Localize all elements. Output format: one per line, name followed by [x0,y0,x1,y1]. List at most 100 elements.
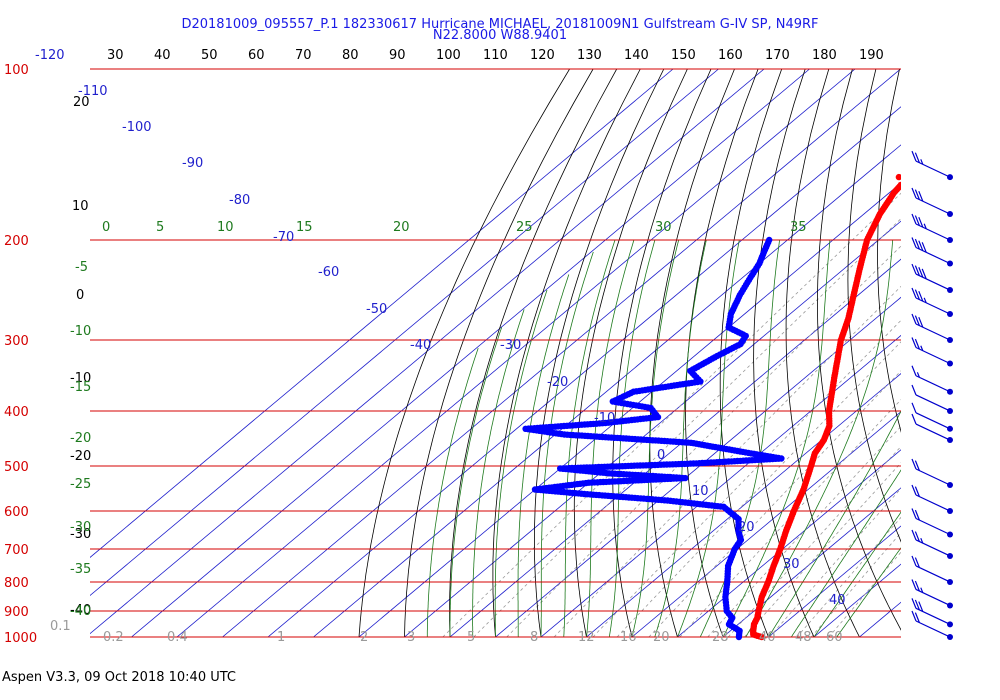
isotherm-line [176,69,856,638]
isotherm-line [813,563,901,638]
isotherm-label: -10 [594,411,615,426]
moist-adiabat-label: -40 [70,604,91,619]
isotherm-label: -50 [366,302,387,317]
wind-barb [911,610,953,640]
isotherm-label: -80 [229,193,250,208]
dry-adiabat-line [785,69,860,638]
dry-adiabat-line [934,69,1000,637]
wind-barb [911,484,953,514]
dry-adiabat-line [612,69,712,638]
top-axis-tick-label: 80 [342,48,359,63]
dry-adiabat-line [449,69,618,638]
moist-adiabat-line [517,274,570,638]
mixing-ratio-label: 16 [620,630,637,645]
pressure-tick-label: 1000 [4,631,37,646]
pressure-tick-label: 700 [4,543,29,558]
moist-adiabat-line [449,327,503,637]
dry-adiabat-line [719,69,783,638]
isotherm-line [631,411,901,638]
moist-adiabat-label: 5 [156,220,164,235]
wind-barb [911,508,953,538]
mixing-ratio-label: 40 [759,630,776,645]
moist-adiabat-label: -10 [70,324,91,339]
top-axis-tick-label: 70 [295,48,312,63]
mixing-ratio-line [744,462,901,638]
dry-adiabat-line [358,69,570,638]
isotherm-line [586,373,901,638]
isotherm-line [449,258,901,638]
mixing-ratio-line [506,245,901,638]
mixing-ratio-label: 60 [826,630,843,645]
top-axis-tick-label: 170 [765,48,790,63]
dry-adiabat-line [988,69,1000,637]
mixing-ratio-label: 20 [653,630,670,645]
isotherm-label: -30 [500,338,521,353]
temperature-point [897,181,901,189]
mixing-ratio-label: 0.4 [167,630,188,645]
top-axis-tick-label: 140 [624,48,649,63]
isotherm-line [222,69,901,638]
pressure-tick-label: 200 [4,234,29,249]
mixing-ratio-label: 2 [360,630,368,645]
mixing-ratio-line [616,341,901,638]
isotherm-label: 40 [829,593,846,608]
isotherm-line [90,69,765,635]
isotherm-line [768,525,901,638]
dry-adiabat-label: 20 [73,95,90,110]
isotherm-line [90,69,674,558]
dry-adiabat-line [847,69,901,543]
dry-adiabat-line [685,69,759,638]
dry-adiabat-line [404,69,594,638]
top-axis-tick-label: 50 [201,48,218,63]
isotherm-label: -20 [547,375,568,390]
mixing-ratio-label: 1 [277,630,285,645]
mixing-ratio-line [727,445,901,638]
mixing-ratio-line [473,218,901,638]
isotherm-line [90,69,719,597]
wind-barb [911,579,953,609]
dry-adiabat-label: 10 [72,199,89,214]
wind-barb [911,402,953,432]
isotherm-label: -110 [78,84,108,99]
dry-adiabat-line [534,69,665,638]
isotherm-label: 0 [657,448,665,463]
mixing-ratio-label: 3 [407,630,415,645]
top-axis-tick-label: 110 [483,48,508,63]
moist-adiabat-label: -15 [70,380,91,395]
moist-adiabat-line [426,347,479,637]
mixing-ratio-line [679,399,901,638]
dry-adiabat-label: -40 [70,603,91,618]
top-axis-tick-label: 190 [859,48,884,63]
dry-adiabat-label: -30 [70,527,91,542]
dry-adiabat-label: -20 [70,449,91,464]
top-axis-tick-label: -120 [35,48,65,63]
isotherm-label: 10 [692,484,709,499]
moist-adiabat-label: 20 [393,220,410,235]
moist-adiabat-label: -20 [70,431,91,446]
moist-adiabat-label: -25 [70,477,91,492]
isotherm-label: -70 [273,230,294,245]
wind-barb [911,263,953,294]
mixing-ratio-label: 0.1 [50,619,71,634]
pressure-tick-label: 800 [4,576,29,591]
isotherm-line [267,106,901,638]
moist-adiabat-label: 30 [655,220,672,235]
wind-barb [911,213,953,243]
isotherm-line [540,334,901,638]
dry-adiabat-line [492,69,641,638]
isotherm-line [495,296,901,638]
moist-adiabat-label: 35 [790,220,807,235]
wind-barb [911,313,953,344]
pressure-tick-label: 900 [4,605,29,620]
mixing-ratio-line [648,370,901,638]
mixing-ratio-label: 0.2 [103,630,124,645]
mixing-ratio-line [592,319,901,638]
dry-adiabat-line [573,69,688,638]
moist-adiabat-label: -30 [70,520,91,535]
moist-adiabat-line [836,547,901,638]
footer-text: Aspen V3.3, 09 Oct 2018 10:40 UTC [2,670,236,685]
wind-barb [911,598,953,628]
wind-barb [911,413,953,444]
isotherm-line [358,182,901,638]
pressure-tick-label: 500 [4,460,29,475]
